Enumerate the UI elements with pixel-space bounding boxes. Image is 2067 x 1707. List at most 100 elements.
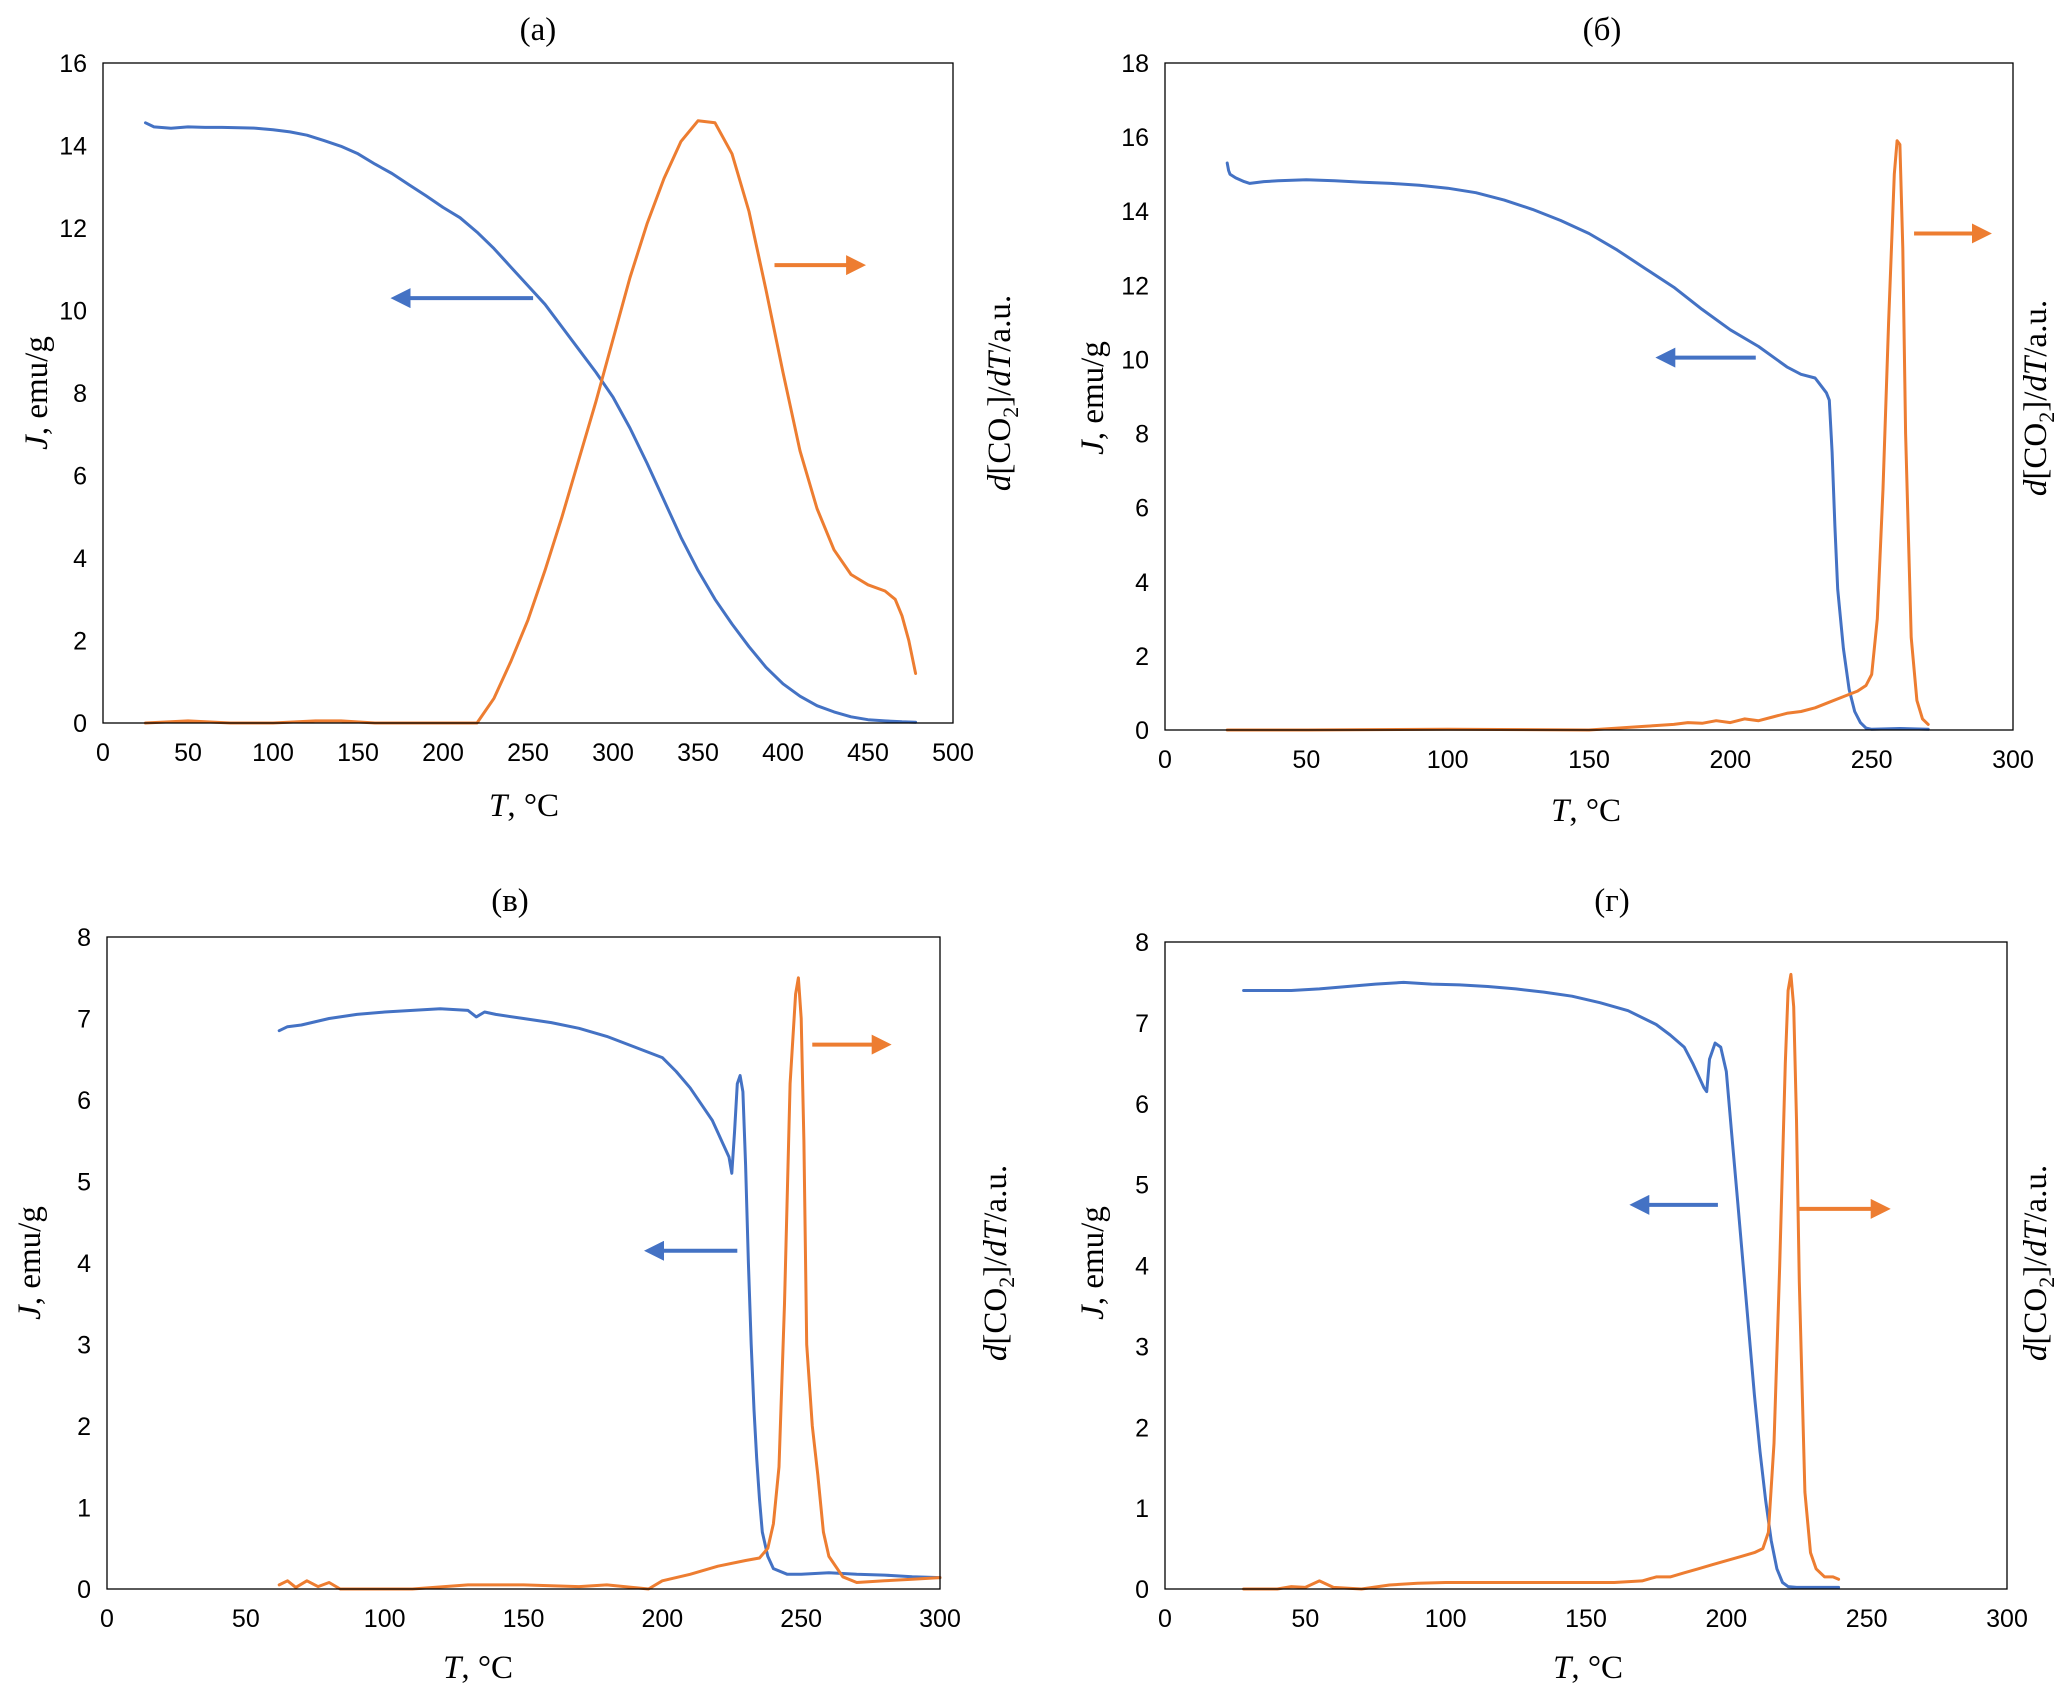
x-axis: 0 50 100 150 200 250 300 [100, 1605, 961, 1633]
chart-panel-v: (в) 0 1 2 3 4 5 6 7 8 0 50 100 150 200 250 300 T, °C J… [12, 883, 1019, 1686]
y-tick-label: 7 [1135, 1010, 1149, 1038]
series-line-co2-rate [277, 976, 942, 1591]
x-tick-label: 350 [677, 739, 719, 767]
x-tick-label: 0 [1158, 1605, 1172, 1633]
panel-title: (б) [1583, 12, 1622, 48]
y-tick-label: 10 [1121, 346, 1149, 374]
x-axis-title: T, °C [443, 1650, 513, 1686]
x-tick-label: 150 [503, 1605, 545, 1633]
x-tick-label: 200 [1709, 746, 1751, 774]
arrow-group [1629, 1194, 1891, 1219]
x-tick-label: 250 [780, 1605, 822, 1633]
y-axis-title: J, emu/g [1075, 1206, 1111, 1320]
y-tick-label: 3 [1135, 1333, 1149, 1361]
x-tick-label: 250 [507, 739, 549, 767]
y-axis: 0 2 4 6 8 10 12 14 16 [59, 50, 87, 738]
x-tick-label: 0 [96, 739, 110, 767]
y-tick-label: 6 [1135, 1091, 1149, 1119]
chart-panel-a: (a) 0 2 4 6 8 10 12 14 16 0 50 100 150 200 250 300 350 4… [19, 12, 1023, 824]
series-line-co2-rate [144, 119, 918, 725]
y-tick-label: 16 [59, 50, 87, 78]
series-line-co2-rate [1242, 972, 1841, 1591]
y-tick-label: 1 [1135, 1495, 1149, 1523]
y-tick-label: 6 [1135, 495, 1149, 523]
y-tick-label: 0 [73, 710, 87, 738]
x-tick-label: 100 [1427, 746, 1469, 774]
x-tick-label: 300 [592, 739, 634, 767]
x-axis: 0 50 100 150 200 250 300 [1158, 1605, 2028, 1633]
y-tick-label: 8 [1135, 929, 1149, 957]
x-tick-label: 400 [762, 739, 804, 767]
x-tick-label: 150 [1568, 746, 1610, 774]
plot-area-frame [106, 936, 941, 1590]
x-tick-label: 300 [1986, 1605, 2028, 1633]
arrow-group [390, 255, 867, 309]
arrow-group [644, 1034, 892, 1261]
y-tick-label: 14 [1121, 198, 1149, 226]
x-axis-title: T, °C [1551, 793, 1621, 829]
y2-axis-title: d[CO2]/dT/a.u. [2018, 300, 2059, 496]
y-tick-label: 4 [77, 1250, 91, 1278]
x-axis-title: T, °C [1553, 1650, 1623, 1686]
y-tick-label: 8 [73, 380, 87, 408]
panel-title: (a) [520, 12, 557, 48]
x-tick-label: 150 [1565, 1605, 1607, 1633]
x-tick-label: 0 [100, 1605, 114, 1633]
series-line-magnetization [1242, 980, 1841, 1589]
y-tick-label: 12 [1121, 272, 1149, 300]
series-group [144, 119, 918, 725]
y-tick-label: 5 [77, 1169, 91, 1197]
x-tick-label: 250 [1846, 1605, 1888, 1633]
y-tick-label: 4 [73, 545, 87, 573]
series-group [277, 976, 942, 1591]
x-tick-label: 50 [232, 1605, 260, 1633]
series-line-magnetization [144, 121, 918, 724]
x-tick-label: 500 [932, 739, 974, 767]
y-tick-label: 4 [1135, 569, 1149, 597]
y-tick-label: 7 [77, 1006, 91, 1034]
y-axis-title: J, emu/g [12, 1206, 48, 1320]
x-axis: 0 50 100 150 200 250 300 350 400 450 500 [96, 739, 974, 767]
y-tick-label: 0 [1135, 717, 1149, 745]
y-tick-label: 0 [1135, 1576, 1149, 1604]
y-tick-label: 1 [77, 1495, 91, 1523]
x-tick-label: 200 [1705, 1605, 1747, 1633]
chart-panel-g: (г) 0 1 2 3 4 5 6 7 8 0 50 100 150 200 250 300 T, °C J… [1075, 883, 2059, 1686]
x-tick-label: 450 [847, 739, 889, 767]
y-tick-label: 2 [1135, 643, 1149, 671]
y-tick-label: 18 [1121, 50, 1149, 78]
x-tick-label: 100 [364, 1605, 406, 1633]
series-line-magnetization [1225, 161, 1930, 731]
series-group [1225, 139, 1930, 732]
y-tick-label: 5 [1135, 1172, 1149, 1200]
y-axis-title: J, emu/g [19, 336, 55, 450]
y-tick-label: 0 [77, 1576, 91, 1604]
y-tick-label: 8 [1135, 421, 1149, 449]
x-tick-label: 200 [422, 739, 464, 767]
y-tick-label: 12 [59, 215, 87, 243]
y-axis: 0 2 4 6 8 10 12 14 16 18 [1121, 50, 1149, 745]
y2-axis-title: d[CO2]/dT/a.u. [978, 1165, 1019, 1361]
y-tick-label: 2 [77, 1413, 91, 1441]
y-axis: 0 1 2 3 4 5 6 7 8 [77, 924, 91, 1604]
y-tick-label: 8 [77, 924, 91, 952]
x-tick-label: 200 [641, 1605, 683, 1633]
y-axis-title: J, emu/g [1075, 341, 1111, 455]
y-tick-label: 4 [1135, 1253, 1149, 1281]
y-tick-label: 16 [1121, 124, 1149, 152]
x-tick-label: 50 [1292, 746, 1320, 774]
plot-area-frame [1164, 62, 2014, 731]
y-tick-label: 6 [73, 463, 87, 491]
y-tick-label: 2 [1135, 1414, 1149, 1442]
y-tick-label: 14 [59, 133, 87, 161]
y-tick-label: 2 [73, 628, 87, 656]
arrow-group [1655, 223, 1992, 368]
y-tick-label: 10 [59, 298, 87, 326]
x-tick-label: 250 [1851, 746, 1893, 774]
series-line-co2-rate [1225, 139, 1930, 732]
x-tick-label: 100 [1425, 1605, 1467, 1633]
x-tick-label: 300 [919, 1605, 961, 1633]
chart-panel-b: (б) 0 2 4 6 8 10 12 14 16 18 0 50 100 150 200 250 300 T… [1075, 12, 2059, 829]
x-tick-label: 50 [174, 739, 202, 767]
x-tick-label: 150 [337, 739, 379, 767]
